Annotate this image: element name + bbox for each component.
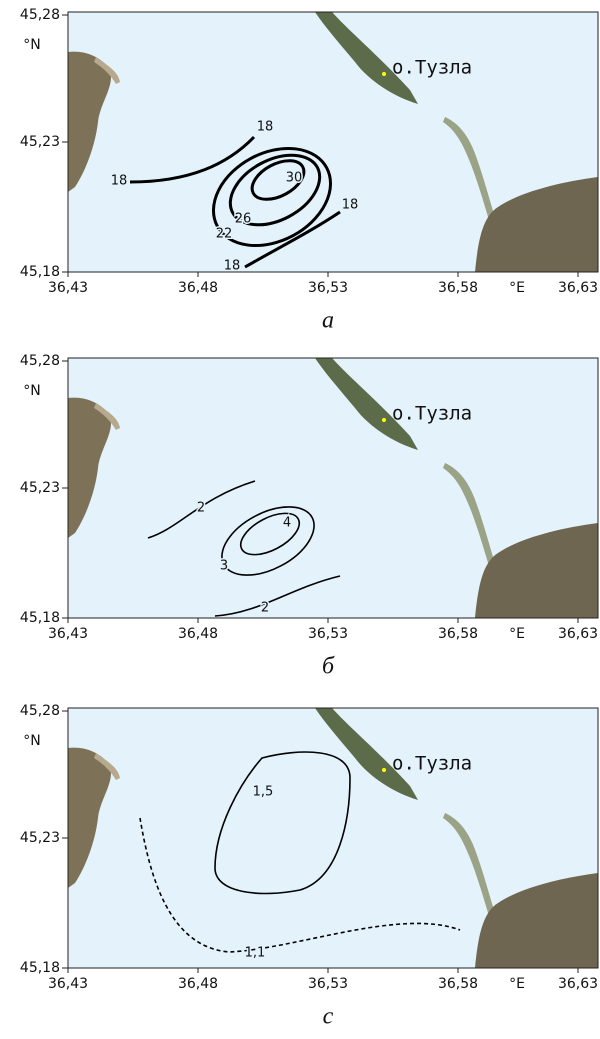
figure: о.Тузла1818302622181845,2845,2345,18°N36…: [0, 0, 600, 1039]
y-tick-label: 45,28: [20, 353, 60, 369]
caption: б: [322, 654, 335, 680]
contour-label: 3: [220, 559, 228, 574]
place-dot: [382, 72, 386, 76]
x-tick-label: 36,48: [178, 976, 218, 992]
caption: а: [322, 308, 334, 334]
x-tick-label: 36,63: [558, 626, 598, 642]
y-tick-label: 45,18: [20, 264, 60, 280]
contour-label: 18: [342, 198, 359, 213]
contour-label: 1,5: [253, 785, 274, 800]
lon-unit: °E: [509, 976, 525, 992]
x-tick-label: 36,43: [48, 280, 88, 296]
contour-label: 18: [257, 120, 274, 135]
lat-unit: °N: [23, 733, 40, 749]
place-label: о.Тузла: [392, 753, 472, 775]
contour-label: 30: [286, 171, 303, 186]
x-tick-label: 36,43: [48, 626, 88, 642]
lon-unit: °E: [509, 626, 525, 642]
contour-label: 18: [224, 259, 241, 274]
x-tick-label: 36,63: [558, 976, 598, 992]
place-label: о.Тузла: [392, 403, 472, 425]
contour-label: 4: [283, 516, 291, 531]
x-tick-label: 36,53: [308, 976, 348, 992]
lon-unit: °E: [509, 280, 525, 296]
lat-unit: °N: [23, 37, 40, 53]
x-tick-label: 36,63: [558, 280, 598, 296]
y-tick-label: 45,28: [20, 7, 60, 23]
contour-label: 2: [197, 501, 205, 516]
y-tick-label: 45,28: [20, 703, 60, 719]
x-tick-label: 36,58: [438, 626, 478, 642]
x-tick-label: 36,53: [308, 626, 348, 642]
place-label: о.Тузла: [392, 57, 472, 79]
y-tick-label: 45,23: [20, 480, 60, 496]
y-tick-label: 45,18: [20, 610, 60, 626]
x-tick-label: 36,58: [438, 280, 478, 296]
contour-label: 2: [261, 601, 269, 616]
contour-label: 18: [111, 174, 128, 189]
caption: c: [323, 1004, 334, 1030]
y-tick-label: 45,23: [20, 830, 60, 846]
place-dot: [382, 768, 386, 772]
contour-label: 1,1: [245, 946, 266, 961]
x-tick-label: 36,53: [308, 280, 348, 296]
map-panel: о.Тузла 1,5 1,1 45,28 45,23 45,18 °N 36,43 36,48…: [20, 703, 598, 1030]
contour-label: 22: [216, 227, 233, 242]
x-tick-label: 36,48: [178, 280, 218, 296]
map-panel: о.Тузла 2 4 3 2 45,28 45,23 45,18 °N 36,43 36,48 36…: [20, 353, 598, 680]
x-tick-label: 36,43: [48, 976, 88, 992]
lat-unit: °N: [23, 383, 40, 399]
contour-label: 26: [235, 212, 252, 227]
y-tick-label: 45,23: [20, 134, 60, 150]
place-dot: [382, 418, 386, 422]
y-tick-label: 45,18: [20, 960, 60, 976]
x-tick-label: 36,48: [178, 626, 218, 642]
x-tick-label: 36,58: [438, 976, 478, 992]
